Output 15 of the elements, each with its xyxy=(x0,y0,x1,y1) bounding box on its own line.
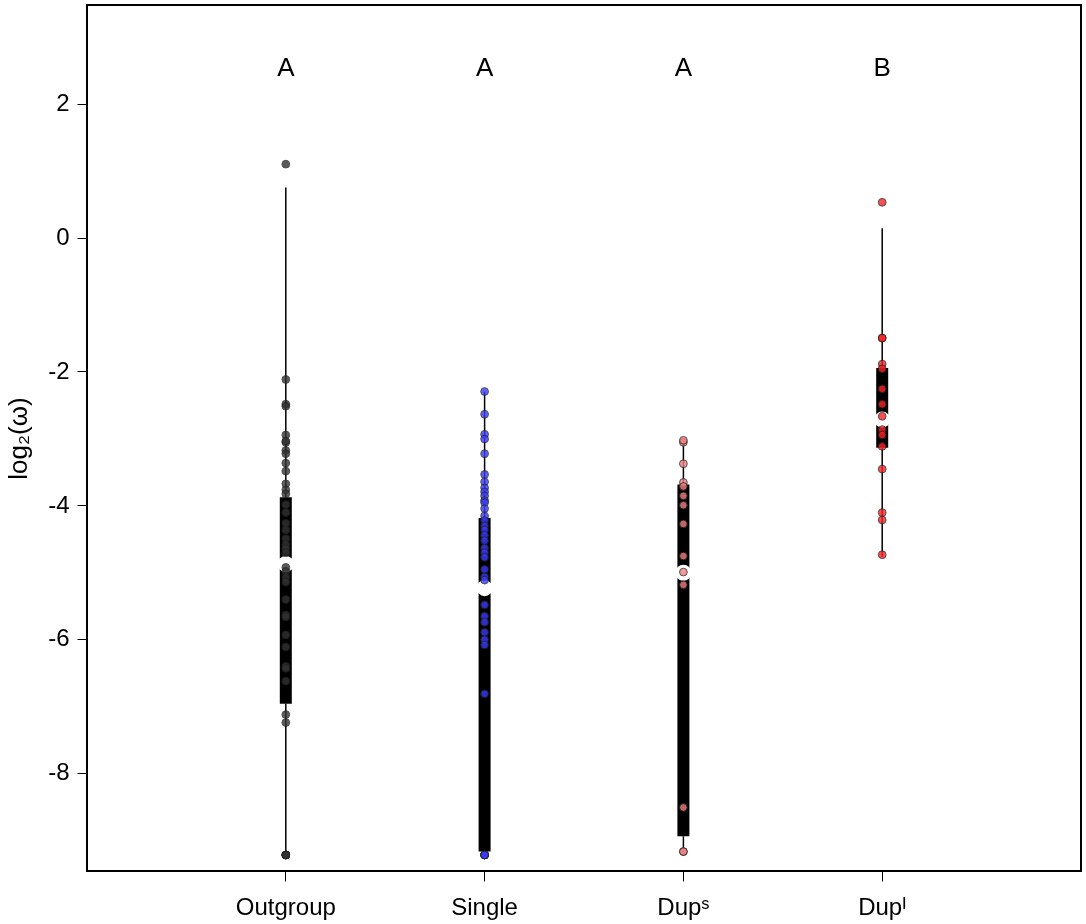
x-tick-label: Dupˢ xyxy=(657,892,710,920)
y-tick-label: 0 xyxy=(56,223,70,251)
annotation: A xyxy=(674,52,693,82)
y-tick-label: -4 xyxy=(48,490,70,518)
annotation: B xyxy=(873,52,891,82)
annotation: A xyxy=(277,52,296,82)
y-tick-label: -8 xyxy=(48,758,70,786)
x-tick-label: Single xyxy=(451,892,518,920)
y-axis-title: log₂(ω) xyxy=(3,397,34,480)
y-tick-label: -6 xyxy=(48,624,70,652)
y-tick-label: 2 xyxy=(56,89,70,117)
annotation: A xyxy=(475,52,494,82)
y-tick-label: -2 xyxy=(48,356,70,384)
x-tick-label: Dupᴵ xyxy=(858,892,907,920)
x-tick-label: Outgroup xyxy=(235,892,336,920)
